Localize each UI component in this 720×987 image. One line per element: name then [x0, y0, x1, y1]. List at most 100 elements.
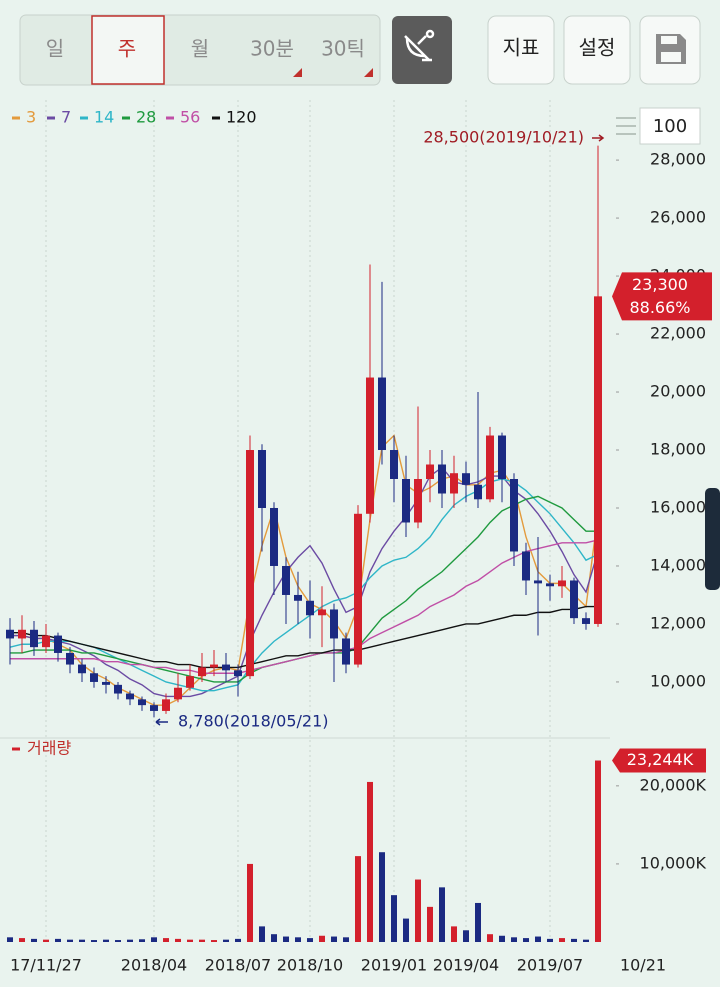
x-tick-label: 2019/04	[433, 956, 499, 975]
candle-body	[18, 629, 26, 639]
candle-body	[390, 450, 398, 479]
volume-bar	[103, 939, 109, 942]
candle-body	[186, 676, 194, 688]
dish-icon	[404, 29, 435, 62]
volume-bar	[79, 939, 85, 942]
x-tick-label: 2018/07	[205, 956, 271, 975]
legend-label: 28	[136, 108, 156, 127]
candle-body	[42, 635, 50, 648]
candle-body	[222, 664, 230, 671]
volume-bar	[7, 937, 13, 942]
volume-bar	[139, 939, 145, 942]
candle-body	[246, 450, 254, 677]
candle-body	[114, 684, 122, 694]
y-tick-label: 10,000K	[640, 853, 707, 872]
volume-bar	[595, 760, 601, 942]
volume-bar	[211, 940, 217, 942]
volume-bar	[163, 938, 169, 942]
period-button[interactable]: 30틱	[321, 37, 365, 61]
candle-body	[318, 609, 326, 616]
low-annotation: 8,780(2018/05/21)	[178, 712, 329, 731]
candle-body	[366, 377, 374, 514]
candle-body	[402, 478, 410, 523]
volume-bar	[559, 938, 565, 942]
period-button[interactable]: 일	[46, 37, 64, 61]
candle-body	[486, 435, 494, 500]
volume-bar	[547, 938, 553, 942]
period-button[interactable]: 월	[191, 37, 209, 61]
volume-bar	[55, 938, 61, 942]
volume-bar	[511, 937, 517, 942]
volume-bar	[127, 939, 133, 942]
x-tick-label: 2019/07	[517, 956, 583, 975]
change-rate: 88.66%	[629, 298, 690, 317]
indicator-label: 지표	[503, 36, 540, 60]
scroll-handle[interactable]	[705, 488, 720, 590]
candle-body	[414, 478, 422, 523]
last-volume: 23,244K	[627, 750, 694, 769]
volume-bar	[343, 937, 349, 942]
volume-bar	[223, 939, 229, 942]
candle-body	[126, 693, 134, 700]
y-tick-label: 10,000	[650, 671, 706, 690]
y-tick-label: 20,000	[650, 382, 706, 401]
candle-body	[438, 464, 446, 494]
candle-body	[510, 478, 518, 552]
candle-body	[138, 699, 146, 706]
volume-bar	[271, 934, 277, 942]
menu-icon	[616, 117, 636, 135]
candle-body	[534, 580, 542, 584]
volume-bar	[67, 939, 73, 942]
x-tick-label: 2018/10	[277, 956, 343, 975]
volume-bar	[391, 895, 397, 942]
settings-button[interactable]	[563, 15, 631, 85]
submenu-mark	[293, 68, 302, 77]
volume-bar	[571, 938, 577, 942]
volume-bar	[583, 939, 589, 942]
x-tick-label: 2019/01	[361, 956, 427, 975]
period-selected[interactable]	[91, 15, 165, 85]
legend-label: 120	[226, 108, 257, 127]
volume-bar	[379, 852, 385, 942]
x-tick-label: 2018/04	[121, 956, 187, 975]
indicator-button[interactable]	[487, 15, 555, 85]
period-button[interactable]: 주	[118, 37, 136, 61]
candle-body	[258, 450, 266, 508]
candle-body	[234, 670, 242, 677]
volume-bar	[367, 781, 373, 942]
candle-body	[330, 609, 338, 639]
candle-body	[594, 296, 602, 624]
volume-bar	[535, 936, 541, 942]
volume-bar	[91, 940, 97, 942]
period-button[interactable]: 30분	[250, 37, 294, 61]
drawing-tool-button[interactable]	[392, 16, 452, 84]
volume-bar	[115, 940, 121, 942]
count-box[interactable]	[639, 107, 701, 145]
candle-body	[558, 580, 566, 587]
candle-body	[474, 484, 482, 500]
annotation-arrow	[155, 718, 168, 726]
volume-bar	[235, 938, 241, 942]
volume-bar	[259, 926, 265, 942]
candle-body	[294, 594, 302, 601]
volume-bar	[451, 926, 457, 942]
candle-body	[306, 600, 314, 616]
candle-body	[66, 652, 74, 665]
candle-body	[582, 618, 590, 624]
candle-body	[498, 435, 506, 479]
candle-body	[426, 464, 434, 479]
volume-bar	[499, 935, 505, 942]
legend-label: 7	[61, 108, 71, 127]
price-tag	[612, 272, 712, 321]
volume-bar	[295, 937, 301, 942]
candle-body	[90, 673, 98, 682]
volume-bar	[43, 939, 49, 942]
volume-bar	[151, 937, 157, 942]
volume-bar	[403, 918, 409, 942]
last-price: 23,300	[632, 275, 688, 294]
y-tick-label: 14,000	[650, 555, 706, 574]
candle-body	[174, 687, 182, 700]
candle-body	[450, 473, 458, 494]
